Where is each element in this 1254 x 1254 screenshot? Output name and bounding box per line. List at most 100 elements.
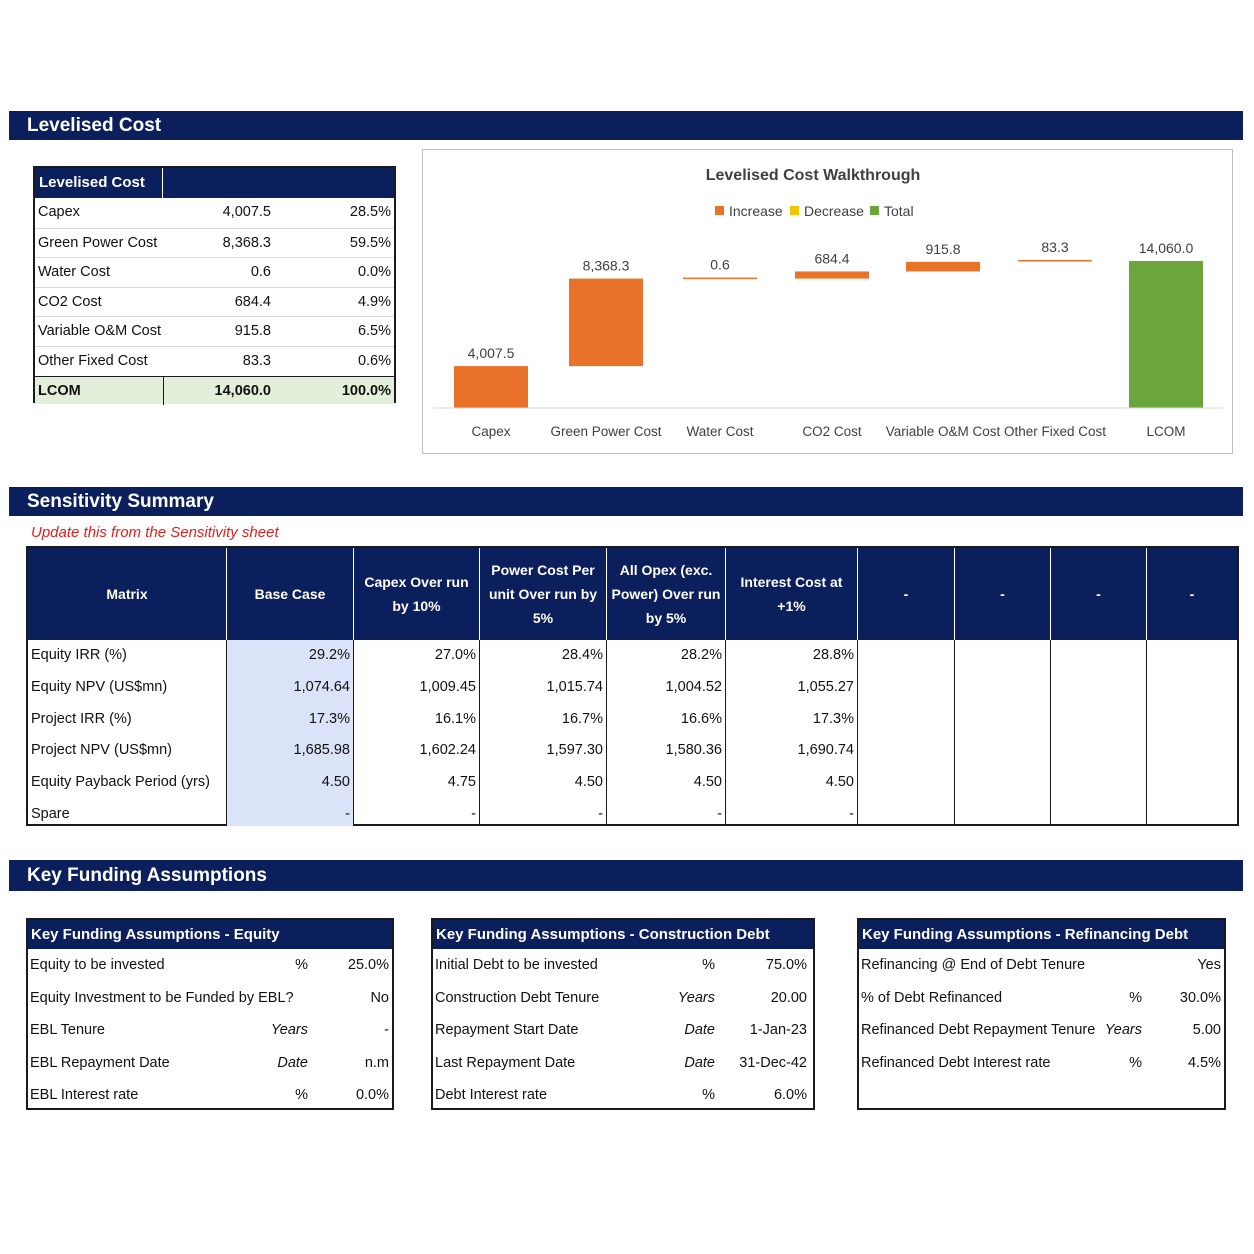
- funding-equity-header: Key Funding Assumptions - Equity: [28, 920, 392, 949]
- legend-swatch-decrease: [790, 206, 799, 215]
- lc-row-value: 8,368.3: [222, 234, 271, 251]
- bar-green-power-cost: [569, 278, 643, 367]
- sensitivity-value: 4.50: [321, 774, 350, 791]
- lc-row-pct: 6.5%: [357, 323, 391, 340]
- header-divider: [162, 168, 163, 198]
- sensitivity-col-header: All Opex (exc. Power) Over run by 5%: [607, 548, 726, 640]
- sensitivity-value: -: [345, 806, 350, 822]
- funding-row-label: Last Repayment Date: [435, 1054, 576, 1071]
- sensitivity-col-header: -: [858, 548, 955, 640]
- levelised-cost-walkthrough-chart: Levelised Cost Walkthrough Increase Decre…: [422, 149, 1233, 454]
- funding-row: Equity Investment to be Funded by EBL? No: [28, 982, 392, 1015]
- data-label: 14,060.0: [1139, 240, 1194, 256]
- lcom-value: 14,060.0: [214, 382, 271, 399]
- sensitivity-value: 16.6%: [680, 710, 722, 727]
- funding-row: Refinanced Debt Repayment Tenure Years 5.0…: [859, 1014, 1224, 1047]
- funding-row-label: Equity Investment to be Funded by EBL?: [30, 989, 294, 1006]
- lcom-total-row: LCOM 14,060.0 100.0%: [35, 375, 394, 405]
- funding-row-label: % of Debt Refinanced: [861, 989, 1003, 1006]
- sensitivity-value: 4.75: [447, 774, 476, 791]
- column-divider: [857, 640, 858, 826]
- sensitivity-value: 1,602.24: [419, 742, 476, 759]
- lc-row-value: 0.6: [250, 264, 271, 281]
- legend-swatch-total: [870, 206, 879, 215]
- sensitivity-col-header: Power Cost Per unit Over run by 5%: [480, 548, 607, 640]
- lc-row-label: Water Cost: [38, 264, 110, 281]
- sensitivity-table: Matrix Base Case Capex Over run by 10% Powe…: [26, 546, 1239, 826]
- funding-row-label: EBL Interest rate: [30, 1087, 139, 1103]
- funding-row-unit: Years: [677, 989, 715, 1006]
- funding-construction-table: Key Funding Assumptions - Construction D…: [431, 918, 815, 1110]
- funding-row-value: 5.00: [1192, 1022, 1221, 1038]
- sensitivity-value: 1,074.64: [293, 678, 350, 695]
- bar-water-cost: [683, 277, 757, 280]
- sensitivity-col-header: Interest Cost at +1%: [726, 548, 858, 640]
- column-divider: [479, 640, 480, 826]
- sensitivity-row-label: Equity Payback Period (yrs): [31, 774, 210, 791]
- sensitivity-value: 1,685.98: [293, 742, 350, 759]
- legend-label-total: Total: [884, 203, 914, 219]
- funding-refinancing-table: Key Funding Assumptions - Refinancing De…: [857, 918, 1226, 1110]
- lc-row: CO2 Cost 684.4 4.9%: [35, 286, 394, 317]
- sensitivity-col-header: -: [1147, 548, 1237, 640]
- legend-swatch-increase: [715, 206, 724, 215]
- lc-row: Capex 4,007.5 28.5%: [35, 198, 394, 228]
- sensitivity-row-label: Spare: [31, 806, 70, 822]
- bar-lcom: [1129, 261, 1203, 408]
- base-case-highlight: [227, 640, 354, 826]
- lc-row-pct: 0.6%: [357, 352, 391, 369]
- lc-row: Other Fixed Cost 83.3 0.6%: [35, 345, 394, 376]
- lc-row-label: CO2 Cost: [38, 293, 102, 310]
- category-tick-label: CO2 Cost: [802, 424, 862, 439]
- sensitivity-value: -: [471, 806, 476, 822]
- column-divider: [1050, 640, 1051, 826]
- funding-row: EBL Tenure Years -: [28, 1014, 392, 1047]
- column-divider: [353, 640, 354, 826]
- funding-row-unit: %: [1129, 1054, 1142, 1071]
- sensitivity-value: 28.8%: [812, 647, 854, 663]
- bar-co2-cost: [795, 271, 869, 279]
- funding-row: Repayment Start Date Date 1-Jan-23: [433, 1014, 813, 1047]
- funding-row: Refinancing @ End of Debt Tenure Yes: [859, 949, 1224, 982]
- sensitivity-value: -: [717, 806, 722, 822]
- funding-row: Initial Debt to be invested% 75.0%: [433, 949, 813, 982]
- lc-row-label: Other Fixed Cost: [38, 352, 148, 369]
- funding-row-label: Initial Debt to be invested: [435, 957, 598, 973]
- sensitivity-value: 16.7%: [561, 710, 603, 727]
- column-divider: [725, 640, 726, 826]
- legend-label-increase: Increase: [729, 203, 783, 219]
- funding-row-label: EBL Tenure: [30, 1022, 105, 1038]
- funding-row-label: Equity to be invested: [30, 957, 165, 973]
- sensitivity-value: 1,690.74: [797, 742, 854, 759]
- column-divider: [954, 640, 955, 826]
- lc-row-value: 4,007.5: [222, 204, 271, 220]
- funding-row-unit: Date: [684, 1022, 715, 1038]
- column-divider: [1146, 640, 1147, 826]
- funding-row-unit: Years: [270, 1022, 308, 1038]
- lc-row-label: Variable O&M Cost: [38, 323, 162, 340]
- levelised-cost-table-title: Levelised Cost: [39, 174, 145, 191]
- section-header-key-funding-assumptions: Key Funding Assumptions: [9, 860, 1243, 891]
- funding-row-unit: %: [702, 957, 715, 973]
- funding-row-label: Repayment Start Date: [435, 1022, 579, 1038]
- category-tick-label: Other Fixed Cost: [1004, 424, 1106, 439]
- funding-row-value: No: [370, 989, 389, 1006]
- lc-row-pct: 59.5%: [349, 234, 391, 251]
- funding-row-unit: Date: [277, 1054, 308, 1071]
- data-label: 0.6: [710, 257, 730, 273]
- data-label: 915.8: [925, 241, 960, 257]
- funding-row: Refinanced Debt Interest rate% 4.5%: [859, 1047, 1224, 1080]
- funding-row-value: 0.0%: [355, 1087, 389, 1103]
- sensitivity-value: 29.2%: [308, 647, 350, 663]
- funding-row-unit: %: [295, 1087, 308, 1103]
- lc-row-value: 915.8: [234, 323, 271, 340]
- sensitivity-value: 16.1%: [434, 710, 476, 727]
- funding-row-value: 6.0%: [773, 1087, 807, 1103]
- funding-row-unit: Years: [1104, 1022, 1142, 1038]
- category-tick-label: Water Cost: [686, 424, 753, 439]
- sensitivity-col-header: Matrix: [28, 548, 227, 640]
- funding-row-label: Refinanced Debt Repayment Tenure: [861, 1022, 1096, 1038]
- sensitivity-row-label: Equity NPV (US$mn): [31, 678, 168, 695]
- funding-row-value: 75.0%: [765, 957, 807, 973]
- funding-row-unit: %: [702, 1087, 715, 1103]
